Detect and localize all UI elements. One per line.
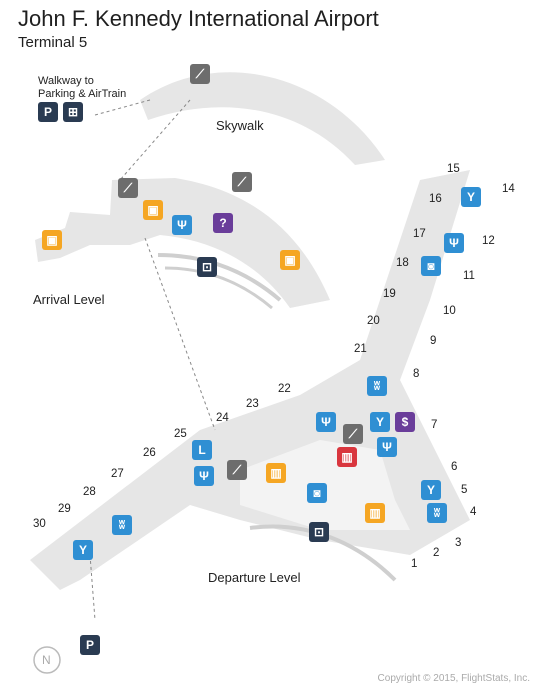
gate-20[interactable]: 20 xyxy=(367,315,380,327)
escalator-icon[interactable]: ⟋ xyxy=(232,172,252,192)
bar-icon[interactable]: Y xyxy=(461,187,481,207)
gate-30[interactable]: 30 xyxy=(33,518,46,530)
gate-2[interactable]: 2 xyxy=(433,547,440,559)
gate-11[interactable]: 11 xyxy=(463,270,475,282)
gate-29[interactable]: 29 xyxy=(58,503,71,515)
bar-icon[interactable]: Y xyxy=(421,480,441,500)
escalator-icon[interactable]: ⟋ xyxy=(343,424,363,444)
escalator-icon[interactable]: ⟋ xyxy=(190,64,210,84)
gate-18[interactable]: 18 xyxy=(396,257,409,269)
gate-16[interactable]: 16 xyxy=(429,193,442,205)
gate-14[interactable]: 14 xyxy=(502,183,515,195)
information-icon[interactable]: ? xyxy=(213,213,233,233)
departure-roadway-curve xyxy=(249,524,397,582)
gate-1[interactable]: 1 xyxy=(411,558,418,570)
train-icon[interactable]: ⊞ xyxy=(63,102,83,122)
bar-icon[interactable]: Y xyxy=(73,540,93,560)
atm-icon[interactable]: $ xyxy=(395,412,415,432)
parking-icon[interactable]: P xyxy=(80,635,100,655)
coffee-icon[interactable]: ◙ xyxy=(421,256,441,276)
parking-icon[interactable]: P xyxy=(38,102,58,122)
taxi-icon[interactable]: ⊡ xyxy=(309,522,329,542)
shopping-icon[interactable]: ▥ xyxy=(337,447,357,467)
restaurant-icon[interactable]: Ψ xyxy=(444,233,464,253)
coffee-icon[interactable]: ◙ xyxy=(307,483,327,503)
gate-10[interactable]: 10 xyxy=(443,305,456,317)
gate-5[interactable]: 5 xyxy=(461,484,468,496)
baggage-icon[interactable]: ▣ xyxy=(143,200,163,220)
departure-level-label: Departure Level xyxy=(208,570,301,585)
gate-25[interactable]: 25 xyxy=(174,428,187,440)
gate-6[interactable]: 6 xyxy=(451,461,458,473)
arrival-level-floor xyxy=(35,178,330,308)
gate-26[interactable]: 26 xyxy=(143,447,156,459)
gate-19[interactable]: 19 xyxy=(383,288,396,300)
arrival-baggage-belt xyxy=(157,253,282,302)
restaurant-icon[interactable]: Ψ xyxy=(172,215,192,235)
shopping-icon[interactable]: ▥ xyxy=(266,463,286,483)
page-title: John F. Kennedy International Airport xyxy=(18,6,379,31)
skywalk-label: Skywalk xyxy=(216,118,264,133)
shopping-icon[interactable]: ▥ xyxy=(365,503,385,523)
north-icon xyxy=(33,646,61,674)
restroom-icon[interactable]: ʬ xyxy=(112,515,132,535)
baggage-icon[interactable]: ▣ xyxy=(280,250,300,270)
copyright-text: Copyright © 2015, FlightStats, Inc. xyxy=(377,673,530,684)
gate-27[interactable]: 27 xyxy=(111,468,124,480)
lounge-icon[interactable]: L xyxy=(192,440,212,460)
restaurant-icon[interactable]: Ψ xyxy=(377,437,397,457)
arrival-level-label: Arrival Level xyxy=(33,292,105,307)
walkway-link-line-2 xyxy=(144,237,216,431)
walkway-to-parking-line xyxy=(94,99,151,116)
gate-24[interactable]: 24 xyxy=(216,412,229,424)
skywalk-corridor xyxy=(140,72,385,165)
gate-9[interactable]: 9 xyxy=(430,335,437,347)
page-subtitle: Terminal 5 xyxy=(18,34,88,51)
gate-15[interactable]: 15 xyxy=(447,163,460,175)
restaurant-icon[interactable]: Ψ xyxy=(316,412,336,432)
taxi-icon[interactable]: ⊡ xyxy=(197,257,217,277)
gate-12[interactable]: 12 xyxy=(482,235,495,247)
restaurant-icon[interactable]: Ψ xyxy=(194,466,214,486)
restroom-icon[interactable]: ʬ xyxy=(427,503,447,523)
baggage-icon[interactable]: ▣ xyxy=(42,230,62,250)
escalator-icon[interactable]: ⟋ xyxy=(227,460,247,480)
gate-7[interactable]: 7 xyxy=(431,419,438,431)
restroom-icon[interactable]: ʬ xyxy=(367,376,387,396)
escalator-icon[interactable]: ⟋ xyxy=(118,178,138,198)
gate-22[interactable]: 22 xyxy=(278,383,291,395)
gate-4[interactable]: 4 xyxy=(470,506,477,518)
gate-28[interactable]: 28 xyxy=(83,486,96,498)
gate-8[interactable]: 8 xyxy=(413,368,420,380)
gate-21[interactable]: 21 xyxy=(354,343,367,355)
arrival-baggage-belt-inner xyxy=(164,266,273,310)
north-label: N xyxy=(42,653,51,667)
gate-23[interactable]: 23 xyxy=(246,398,259,410)
departure-to-parking-line xyxy=(89,554,96,621)
walkway-label: Walkway to Parking & AirTrain xyxy=(38,75,127,100)
gate-3[interactable]: 3 xyxy=(455,537,462,549)
gate-17[interactable]: 17 xyxy=(413,228,426,240)
bar-icon[interactable]: Y xyxy=(370,412,390,432)
